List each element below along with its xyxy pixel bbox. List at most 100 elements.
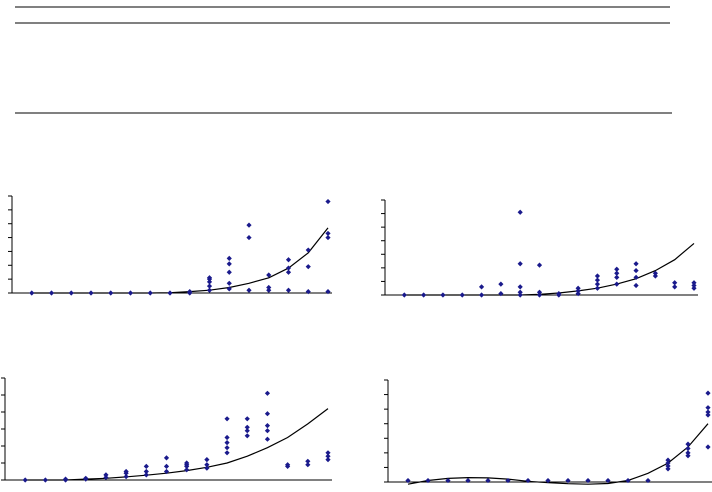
point bbox=[68, 290, 74, 296]
point bbox=[556, 291, 562, 297]
point bbox=[127, 290, 134, 296]
point bbox=[22, 477, 28, 483]
point bbox=[633, 261, 639, 267]
point bbox=[325, 230, 331, 237]
point bbox=[285, 287, 292, 293]
point bbox=[652, 273, 658, 279]
point bbox=[665, 460, 671, 466]
point bbox=[108, 290, 114, 296]
point bbox=[224, 416, 230, 422]
point bbox=[325, 453, 331, 459]
point bbox=[485, 477, 491, 484]
point bbox=[305, 264, 311, 270]
point bbox=[264, 436, 271, 442]
point bbox=[305, 462, 311, 468]
point bbox=[325, 450, 331, 456]
point bbox=[575, 291, 581, 297]
point bbox=[565, 477, 571, 484]
point bbox=[163, 468, 170, 475]
point bbox=[665, 463, 671, 469]
point bbox=[62, 476, 69, 482]
point bbox=[625, 477, 631, 484]
point bbox=[244, 428, 250, 434]
point bbox=[614, 270, 620, 276]
point bbox=[594, 285, 601, 291]
point bbox=[226, 261, 232, 267]
point bbox=[575, 285, 581, 291]
point bbox=[285, 265, 292, 271]
point bbox=[665, 457, 671, 463]
point bbox=[147, 290, 153, 296]
point bbox=[184, 460, 190, 466]
point bbox=[163, 455, 170, 461]
point bbox=[459, 292, 465, 298]
point bbox=[525, 477, 531, 484]
point bbox=[206, 279, 213, 285]
point bbox=[594, 277, 601, 283]
point bbox=[184, 467, 190, 473]
point bbox=[143, 468, 149, 475]
trend-line bbox=[404, 242, 695, 296]
point bbox=[614, 274, 620, 280]
point bbox=[465, 477, 471, 484]
point bbox=[266, 284, 272, 291]
point bbox=[401, 292, 407, 298]
point bbox=[285, 462, 291, 468]
point bbox=[425, 477, 431, 484]
point bbox=[614, 266, 620, 272]
point bbox=[498, 291, 504, 297]
point bbox=[285, 269, 292, 275]
point bbox=[244, 424, 250, 430]
point bbox=[206, 287, 213, 293]
point bbox=[206, 275, 213, 281]
point bbox=[685, 453, 691, 459]
point bbox=[517, 289, 523, 295]
point bbox=[325, 457, 331, 463]
point bbox=[645, 477, 651, 484]
point bbox=[325, 198, 331, 205]
point bbox=[264, 423, 271, 429]
point bbox=[264, 428, 271, 434]
point bbox=[42, 477, 48, 483]
point bbox=[246, 234, 252, 241]
point bbox=[691, 280, 697, 286]
point bbox=[672, 284, 678, 290]
point bbox=[264, 411, 271, 417]
point bbox=[705, 412, 711, 418]
point bbox=[224, 434, 230, 441]
point bbox=[163, 463, 170, 469]
point bbox=[614, 281, 620, 287]
point bbox=[264, 390, 271, 396]
point bbox=[204, 462, 210, 468]
trend-line bbox=[407, 423, 709, 485]
point bbox=[440, 292, 446, 298]
point bbox=[246, 287, 252, 293]
point bbox=[517, 261, 523, 267]
point bbox=[685, 441, 691, 447]
point bbox=[505, 477, 511, 484]
point bbox=[206, 283, 213, 289]
point bbox=[498, 281, 504, 287]
point bbox=[83, 475, 89, 481]
point bbox=[123, 474, 129, 480]
point bbox=[325, 289, 331, 295]
point bbox=[266, 272, 272, 278]
point bbox=[187, 289, 193, 295]
point bbox=[143, 463, 149, 469]
point bbox=[405, 477, 411, 484]
point bbox=[48, 290, 55, 296]
point bbox=[585, 477, 591, 484]
point bbox=[478, 292, 485, 298]
point bbox=[123, 468, 129, 475]
point bbox=[705, 444, 711, 450]
point bbox=[143, 472, 149, 478]
point bbox=[266, 287, 272, 293]
point bbox=[167, 290, 173, 296]
point bbox=[226, 286, 232, 292]
trend-line bbox=[25, 408, 329, 481]
point bbox=[685, 450, 691, 456]
point bbox=[325, 234, 331, 241]
point bbox=[605, 477, 611, 484]
point bbox=[305, 458, 311, 464]
